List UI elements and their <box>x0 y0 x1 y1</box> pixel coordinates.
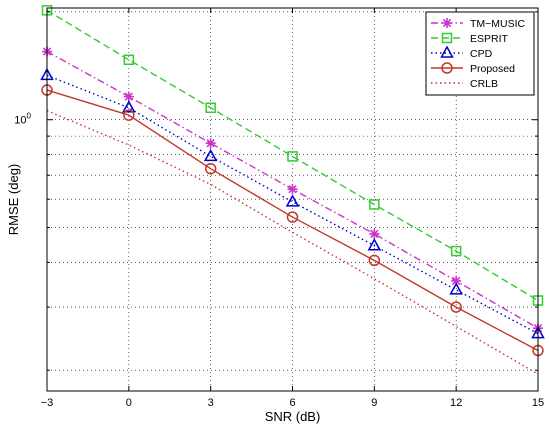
legend-marker-esprit <box>441 32 453 44</box>
square-marker <box>369 199 380 210</box>
legend-label-proposed: Proposed <box>470 63 515 75</box>
triangle-marker <box>367 238 382 251</box>
triangle-marker <box>440 45 454 58</box>
asterisk-marker <box>205 138 216 149</box>
series-line-proposed <box>46 89 539 352</box>
data-point-proposed <box>368 254 381 267</box>
triangle-marker <box>285 194 300 207</box>
data-point-proposed <box>123 109 135 121</box>
x-tick-label: 15 <box>532 397 544 409</box>
x-axis-label: SNR (dB) <box>265 409 321 424</box>
asterisk-marker <box>369 228 380 239</box>
legend-label-esprit: ESPRIT <box>470 33 509 45</box>
data-point-esprit <box>369 199 380 210</box>
series-line-esprit <box>46 9 539 302</box>
asterisk-marker <box>287 184 298 195</box>
legend-label-crlb: CRLB <box>470 78 498 90</box>
circle-marker <box>286 211 299 223</box>
data-point-tm-music <box>451 275 462 286</box>
data-point-cpd <box>122 100 136 113</box>
x-tick-label: 6 <box>289 397 295 409</box>
triangle-marker <box>122 100 136 113</box>
data-point-cpd <box>285 194 300 207</box>
square-marker <box>123 54 135 66</box>
asterisk-marker <box>123 91 134 102</box>
data-point-tm-music <box>123 91 134 102</box>
data-point-tm-music <box>287 184 298 195</box>
triangle-marker <box>203 148 218 162</box>
x-tick-label: 9 <box>371 397 377 409</box>
legend-marker-cpd <box>440 45 454 58</box>
data-point-esprit <box>450 245 462 257</box>
square-marker <box>441 32 453 44</box>
data-point-proposed <box>286 211 299 223</box>
asterisk-marker <box>451 275 462 286</box>
legend-label-tm-music: TM−MUSIC <box>470 18 526 30</box>
circle-marker <box>441 62 453 74</box>
circle-marker <box>368 254 381 267</box>
y-tick-label: 100 <box>14 112 31 127</box>
triangle-marker <box>449 282 463 295</box>
square-marker <box>450 245 462 257</box>
circle-marker <box>123 109 135 121</box>
circle-marker <box>204 162 217 175</box>
data-point-cpd <box>449 282 463 295</box>
legend-marker-proposed <box>441 62 453 74</box>
data-point-esprit <box>205 102 216 113</box>
legend-marker-tm-music <box>442 18 452 28</box>
circle-marker <box>450 301 462 313</box>
x-tick-label: 12 <box>450 397 462 409</box>
data-point-cpd <box>367 238 382 251</box>
square-marker <box>287 151 298 162</box>
x-tick-label: 0 <box>126 397 132 409</box>
data-point-cpd <box>203 148 218 162</box>
y-axis-label: RMSE (deg) <box>6 164 21 236</box>
asterisk-marker <box>442 18 452 28</box>
data-point-proposed <box>204 162 217 175</box>
x-tick-label: 3 <box>208 397 214 409</box>
legend: TM−MUSIC ESPRIT CPD Proposed CRLB <box>425 11 535 96</box>
legend-label-cpd: CPD <box>470 48 493 60</box>
x-tick-label: −3 <box>41 397 54 409</box>
data-point-tm-music <box>369 228 380 239</box>
data-point-esprit <box>287 151 298 162</box>
square-marker <box>205 102 216 113</box>
ticks: −3 0 3 6 9 12 15 100 <box>14 8 544 409</box>
data-point-proposed <box>450 301 462 313</box>
data-point-esprit <box>123 54 135 66</box>
data-point-tm-music <box>205 138 216 149</box>
